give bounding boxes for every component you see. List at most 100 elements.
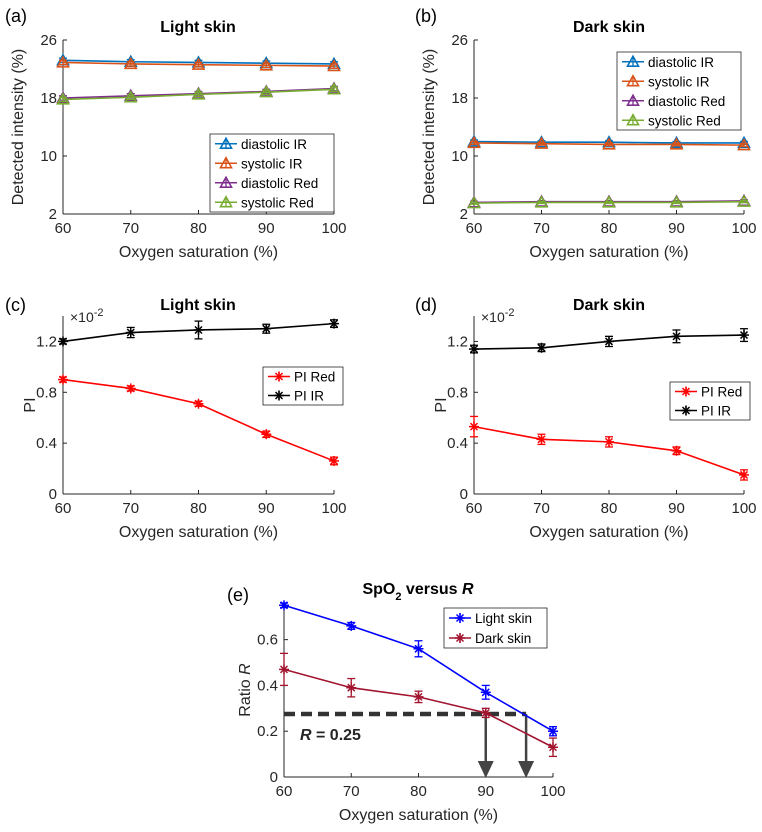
x-tick-label: 70 (533, 220, 550, 237)
series-dark-skin (279, 652, 558, 758)
data-point (536, 342, 547, 353)
x-tick-label: 80 (601, 220, 618, 237)
legend-entry: diastolic IR (622, 54, 714, 70)
y-tick-label: 0 (49, 486, 57, 503)
data-point (604, 336, 614, 347)
chart-title: Light skin (160, 297, 236, 314)
legend-entry: PI IR (268, 389, 324, 404)
x-tick-label: 70 (122, 220, 139, 237)
data-point (737, 135, 751, 149)
y-tick-label: 10 (40, 148, 57, 165)
chart-title: Light skin (160, 19, 236, 36)
panel-d: (d) Dark skin 60 70 80 90 100 0 0.4 0.8 1.2 Oxygen … (415, 295, 757, 541)
legend-entry: PI Red (268, 370, 335, 385)
x-tick-label: 70 (122, 500, 139, 517)
x-axis-label: Oxygen saturation (%) (119, 524, 278, 541)
y-tick-label: 0 (270, 769, 278, 786)
series-systolic-ir (467, 135, 751, 151)
data-point (469, 344, 479, 355)
x-tick-label: 100 (731, 220, 756, 237)
arrow-down-icon (518, 714, 535, 778)
legend-label: PI IR (701, 404, 731, 419)
y-axis-label: PI (433, 397, 450, 412)
x-tick-label: 100 (321, 500, 346, 517)
data-point (346, 682, 357, 693)
chart-title: SpO2 versus R (362, 581, 474, 603)
series-pi-ir (58, 318, 339, 347)
series-light-skin (279, 600, 558, 737)
legend-marker (219, 195, 233, 208)
y-tick-label: 26 (451, 32, 468, 49)
data-point (123, 90, 138, 103)
data-point (125, 327, 136, 338)
data-point (480, 707, 491, 718)
y-tick-label: 0.4 (36, 435, 57, 452)
x-tick-label: 90 (477, 783, 494, 800)
x-tick-label: 70 (533, 500, 550, 517)
data-point (602, 195, 616, 208)
data-point (259, 85, 274, 98)
data-point (739, 469, 749, 480)
legend-entry: Dark skin (449, 631, 531, 646)
legend: Light skin Dark skin (443, 607, 548, 649)
legend-marker (626, 93, 640, 106)
legend-label: diastolic IR (648, 55, 714, 70)
y-tick-label: 10 (451, 148, 468, 165)
data-point (534, 195, 549, 208)
data-point (604, 436, 614, 447)
y-tick-label: 0.8 (447, 384, 468, 401)
data-point (602, 135, 616, 148)
legend-entry: systolic Red (622, 113, 721, 128)
legend-entry: systolic Red (215, 195, 314, 210)
y-tick-label: 1.2 (447, 333, 468, 350)
legend-entry: PI Red (675, 385, 742, 400)
legend: diastolic IR systolic IR diastolic Red syst… (209, 133, 335, 213)
legend-label: systolic Red (241, 195, 314, 210)
x-tick-label: 100 (540, 783, 565, 800)
x-tick-label: 100 (321, 220, 346, 237)
x-tick-label: 80 (601, 500, 618, 517)
legend-label: diastolic IR (241, 137, 307, 152)
data-point (125, 383, 136, 394)
series-line (473, 425, 745, 476)
axis-multiplier: ×10-2 (70, 307, 104, 325)
legend-marker (626, 54, 640, 67)
legend: diastolic IR systolic IR diastolic Red syst… (616, 51, 742, 131)
data-point (329, 318, 339, 329)
legend-marker (219, 175, 233, 188)
y-axis-label: Ratio R (237, 663, 254, 717)
data-point (671, 331, 682, 342)
panel-c: (c) Light skin 60 70 80 90 100 0 0.4 0.8 1.2 Oxygen… (5, 295, 347, 541)
data-point (193, 398, 204, 409)
x-tick-label: 80 (410, 783, 427, 800)
y-tick-label: 0.8 (36, 384, 57, 401)
legend-label: PI IR (294, 389, 324, 404)
data-point (259, 58, 274, 71)
x-tick-label: 60 (55, 220, 72, 237)
data-point (261, 429, 272, 440)
legend-label: diastolic Red (241, 176, 318, 191)
y-tick-label: 0.4 (257, 677, 278, 694)
legend-marker (626, 74, 640, 87)
y-tick-label: 2 (49, 206, 57, 223)
legend-entry: diastolic Red (622, 93, 725, 109)
data-point (739, 330, 749, 341)
x-axis-label: Oxygen saturation (%) (119, 244, 278, 261)
chart-title: Dark skin (573, 19, 645, 36)
legend-marker (274, 371, 284, 382)
series-systolic-red (56, 82, 341, 105)
legend-marker (681, 386, 691, 397)
data-point (413, 691, 424, 702)
x-tick-label: 60 (466, 220, 483, 237)
data-point (279, 664, 289, 675)
legend-label: systolic IR (648, 74, 710, 89)
legend-label: PI Red (701, 385, 742, 400)
data-point (191, 57, 206, 70)
data-point (467, 195, 481, 209)
legend: PI Red PI IR (669, 381, 751, 421)
data-point (123, 56, 138, 70)
legend-label: Dark skin (475, 631, 531, 646)
data-point (602, 137, 616, 150)
legend-label: systolic Red (648, 113, 721, 128)
